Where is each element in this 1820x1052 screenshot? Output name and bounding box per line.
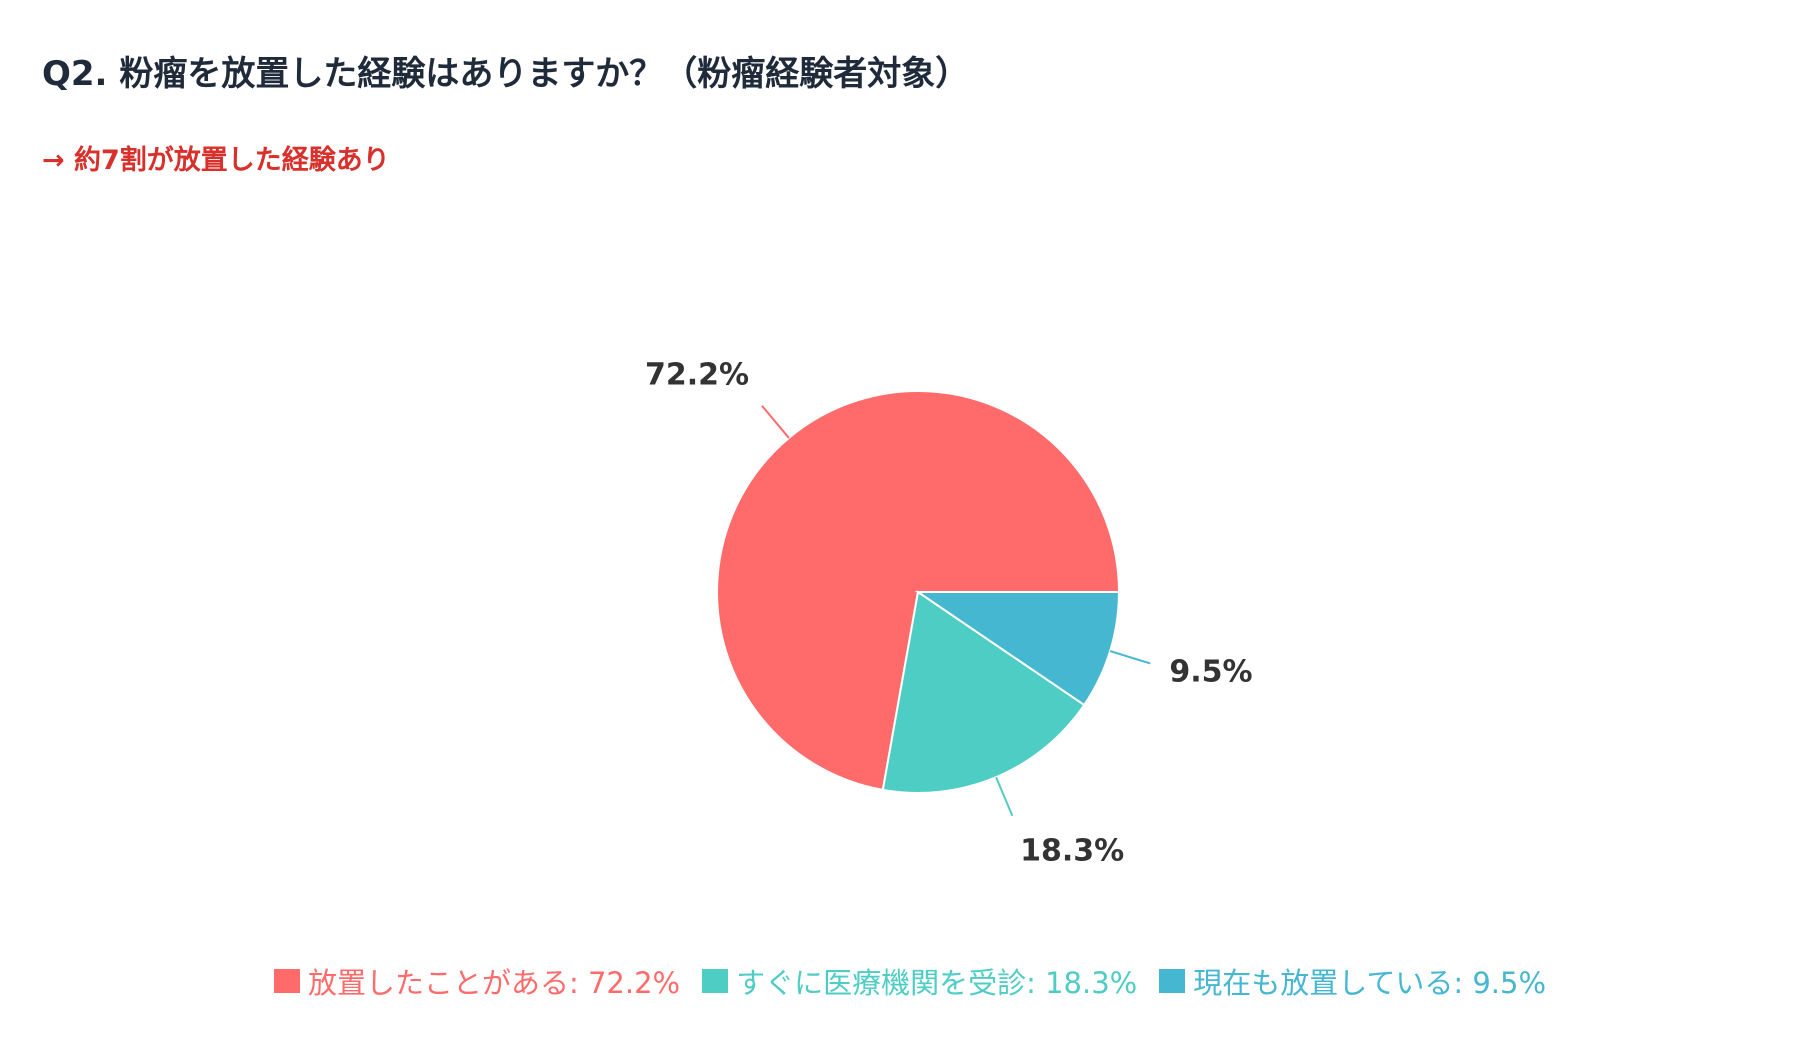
pie-slice-2[interactable]: [914, 591, 1121, 707]
leader-line-2: [1109, 650, 1151, 665]
legend-item-0[interactable]: 放置したことがある: 72.2%: [273, 960, 681, 1002]
chart-legend: 放置したことがある: 72.2% すぐに医療機関を受診: 18.3% 現在も放置…: [0, 960, 1820, 1002]
slice-value-label-1: 18.3%: [1020, 833, 1124, 868]
legend-item-2[interactable]: 現在も放置している: 9.5%: [1159, 960, 1546, 1002]
leader-line-0: [761, 405, 790, 439]
slice-value-label-2: 9.5%: [1169, 654, 1252, 689]
legend-swatch-0: [273, 969, 300, 993]
pie-slice-1[interactable]: [881, 590, 1086, 794]
chart-subtitle: → 約7割が放置した経験あり: [42, 145, 390, 176]
legend-swatch-1: [702, 969, 729, 993]
leader-line-1: [995, 776, 1014, 817]
chart-title: Q2. 粉瘤を放置した経験はありますか？（粉瘤経験者対象）: [42, 54, 970, 94]
legend-item-1[interactable]: すぐに医療機関を受診: 18.3%: [702, 960, 1137, 1002]
legend-label-1: すぐに医療機関を受診: 18.3%: [736, 966, 1138, 1000]
legend-label-2: 現在も放置している: 9.5%: [1193, 966, 1547, 1000]
slice-value-label-0: 72.2%: [645, 357, 749, 392]
legend-swatch-2: [1159, 969, 1186, 993]
legend-label-0: 放置したことがある: 72.2%: [307, 966, 681, 1000]
